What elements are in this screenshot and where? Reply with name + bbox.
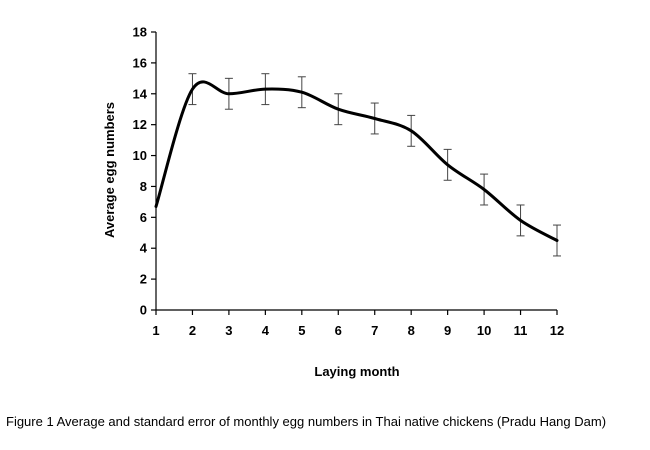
x-tick-label: 6 [335, 323, 342, 338]
x-axis-title: Laying month [314, 364, 399, 379]
y-tick-label: 10 [133, 148, 147, 163]
y-tick-label: 0 [140, 303, 147, 318]
figure-caption-text: Average and standard error of monthly eg… [56, 414, 607, 429]
y-tick-label: 8 [140, 179, 147, 194]
x-tick-label: 7 [371, 323, 378, 338]
x-tick-label: 10 [477, 323, 491, 338]
x-axis: 1 2 3 4 5 6 7 8 9 10 11 12 [152, 309, 564, 338]
y-tick-label: 12 [133, 117, 147, 132]
x-tick-label: 2 [189, 323, 196, 338]
x-tick-label: 5 [298, 323, 305, 338]
figure-label: Figure 1 [6, 414, 54, 429]
y-axis-title: Average egg numbers [102, 102, 117, 238]
y-tick-label: 6 [140, 210, 147, 225]
x-tick-label: 11 [514, 323, 528, 338]
series-line [154, 80, 559, 242]
error-bars [188, 73, 561, 257]
y-tick-label: 18 [133, 25, 147, 40]
figure-caption: Figure 1 Average and standard error of m… [6, 414, 646, 429]
y-tick-label: 4 [140, 241, 148, 256]
y-tick-label: 2 [140, 272, 147, 287]
y-tick-label: 14 [133, 86, 148, 101]
x-tick-label: 3 [225, 323, 232, 338]
y-axis: 0 2 4 6 8 10 12 14 16 18 [133, 25, 157, 318]
x-tick-label: 9 [444, 323, 451, 338]
y-tick-label: 16 [133, 55, 147, 70]
x-tick-label: 8 [408, 323, 415, 338]
x-tick-label: 1 [152, 323, 159, 338]
x-tick-label: 4 [262, 323, 270, 338]
x-tick-label: 12 [550, 323, 564, 338]
